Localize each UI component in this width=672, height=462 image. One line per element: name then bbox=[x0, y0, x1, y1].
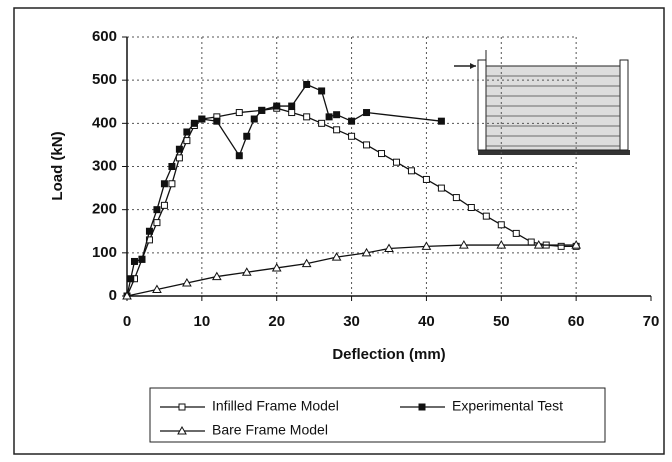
data-point bbox=[271, 262, 282, 272]
data-point bbox=[235, 152, 243, 160]
data-point bbox=[512, 229, 520, 237]
data-point bbox=[273, 102, 281, 110]
data-point bbox=[153, 206, 161, 214]
data-point bbox=[145, 227, 153, 235]
data-point bbox=[301, 258, 312, 268]
data-point bbox=[363, 109, 371, 117]
data-point bbox=[458, 240, 469, 249]
data-point bbox=[378, 150, 386, 158]
series-line bbox=[126, 83, 442, 297]
y-tick-label: 0 bbox=[109, 287, 117, 304]
x-tick-label: 60 bbox=[568, 313, 585, 330]
data-point bbox=[437, 184, 445, 192]
data-point bbox=[182, 278, 192, 287]
y-tick-label: 300 bbox=[92, 157, 117, 174]
data-point bbox=[384, 243, 394, 253]
data-point bbox=[168, 163, 176, 170]
data-point bbox=[235, 109, 243, 117]
data-point bbox=[303, 80, 311, 88]
data-point bbox=[243, 132, 251, 140]
legend-label: Infilled Frame Model bbox=[212, 398, 339, 414]
x-tick-label: 50 bbox=[493, 313, 510, 330]
data-point bbox=[333, 126, 341, 134]
data-point bbox=[452, 194, 460, 202]
y-tick-label: 100 bbox=[92, 244, 117, 261]
x-tick-label: 10 bbox=[194, 313, 211, 330]
frame bbox=[13, 7, 665, 455]
data-point bbox=[392, 158, 400, 166]
data-point bbox=[482, 212, 490, 220]
data-point bbox=[183, 128, 191, 136]
data-point bbox=[138, 255, 146, 263]
data-point bbox=[175, 154, 183, 162]
data-point bbox=[168, 180, 176, 188]
data-point bbox=[258, 106, 266, 114]
data-point bbox=[211, 271, 222, 281]
data-point bbox=[288, 102, 296, 110]
data-point bbox=[348, 117, 356, 125]
y-tick-label: 500 bbox=[92, 71, 117, 88]
x-tick-label: 20 bbox=[268, 313, 285, 330]
data-point bbox=[496, 240, 507, 249]
data-point bbox=[348, 132, 356, 140]
legend-box bbox=[149, 387, 606, 443]
data-point bbox=[183, 137, 191, 145]
data-point bbox=[361, 247, 372, 257]
x-tick-label: 40 bbox=[418, 313, 435, 330]
data-point bbox=[145, 236, 153, 244]
legend-label: Experimental Test bbox=[452, 398, 563, 414]
data-point bbox=[288, 109, 296, 117]
y-axis-label: Load (kN) bbox=[49, 131, 66, 200]
y-tick-label: 600 bbox=[92, 28, 117, 45]
data-point bbox=[571, 240, 582, 249]
legend-marker bbox=[178, 403, 186, 411]
data-point bbox=[303, 113, 311, 121]
data-point bbox=[467, 204, 475, 212]
data-point bbox=[160, 201, 168, 209]
inset-diagram bbox=[454, 50, 630, 155]
data-point bbox=[250, 115, 258, 123]
data-point bbox=[153, 219, 161, 227]
x-tick-label: 30 bbox=[343, 313, 360, 330]
data-point bbox=[198, 115, 206, 123]
legend-marker bbox=[418, 403, 426, 411]
data-point bbox=[325, 113, 333, 121]
data-point bbox=[331, 252, 342, 261]
legend-label: Bare Frame Model bbox=[212, 422, 328, 438]
data-point bbox=[241, 267, 252, 276]
data-point bbox=[363, 141, 371, 149]
data-point bbox=[422, 175, 430, 183]
data-point bbox=[533, 240, 544, 249]
data-point bbox=[160, 180, 168, 188]
data-point bbox=[213, 117, 221, 125]
data-point bbox=[318, 87, 326, 95]
data-point bbox=[122, 290, 132, 300]
x-tick-label: 70 bbox=[643, 313, 660, 330]
data-point bbox=[175, 145, 183, 153]
data-point bbox=[333, 111, 341, 119]
data-point bbox=[421, 241, 432, 250]
data-point bbox=[152, 284, 162, 294]
data-point bbox=[130, 257, 138, 265]
x-axis-label: Deflection (mm) bbox=[332, 346, 445, 363]
data-point bbox=[437, 117, 445, 125]
data-point bbox=[318, 119, 326, 127]
data-point bbox=[127, 275, 135, 283]
data-point bbox=[527, 238, 535, 246]
y-tick-label: 200 bbox=[92, 201, 117, 218]
data-point bbox=[190, 119, 198, 127]
y-tick-label: 400 bbox=[92, 114, 117, 131]
data-point bbox=[557, 242, 565, 250]
data-point bbox=[497, 221, 505, 229]
legend-marker bbox=[177, 425, 187, 435]
x-tick-label: 0 bbox=[123, 313, 131, 330]
data-point bbox=[407, 167, 415, 175]
